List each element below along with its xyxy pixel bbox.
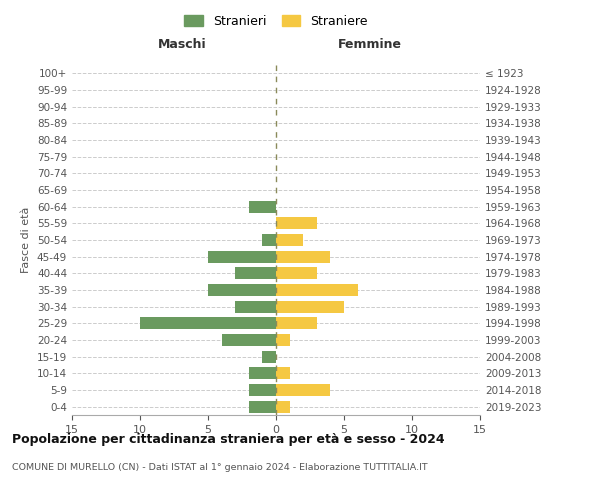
Bar — [208, 250, 276, 262]
Bar — [249, 384, 276, 396]
Bar — [276, 234, 303, 246]
Text: COMUNE DI MURELLO (CN) - Dati ISTAT al 1° gennaio 2024 - Elaborazione TUTTITALIA: COMUNE DI MURELLO (CN) - Dati ISTAT al 1… — [12, 462, 428, 471]
Legend: Stranieri, Straniere: Stranieri, Straniere — [178, 8, 374, 34]
Bar — [276, 218, 317, 230]
Bar — [276, 268, 317, 280]
Bar — [249, 200, 276, 212]
Bar — [221, 334, 276, 346]
Y-axis label: Fasce di età: Fasce di età — [22, 207, 31, 273]
Bar — [276, 284, 358, 296]
Bar — [140, 318, 276, 330]
Bar — [249, 368, 276, 380]
Bar — [249, 400, 276, 412]
Bar — [276, 318, 317, 330]
Bar — [276, 400, 290, 412]
Bar — [262, 350, 276, 362]
Bar — [276, 300, 344, 312]
Bar — [276, 384, 331, 396]
Bar — [262, 234, 276, 246]
Text: Maschi: Maschi — [158, 38, 206, 51]
Bar — [235, 268, 276, 280]
Bar — [276, 334, 290, 346]
Bar — [276, 368, 290, 380]
Bar — [208, 284, 276, 296]
Bar — [276, 250, 331, 262]
Bar — [235, 300, 276, 312]
Text: Popolazione per cittadinanza straniera per età e sesso - 2024: Popolazione per cittadinanza straniera p… — [12, 432, 445, 446]
Text: Femmine: Femmine — [338, 38, 402, 51]
